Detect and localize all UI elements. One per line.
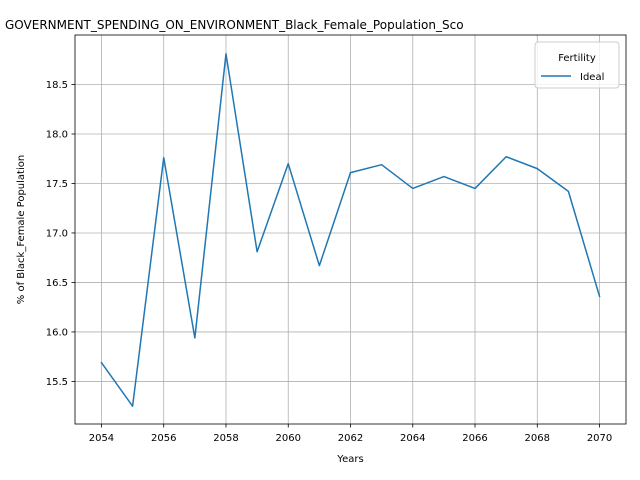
x-tick-label: 2068	[525, 433, 550, 444]
x-tick-label: 2070	[587, 433, 612, 444]
x-tick-label: 2062	[338, 433, 363, 444]
series-layer	[100, 53, 601, 407]
y-axis: 15.5 16.0 16.5 17.0 17.5 18.0 18.5	[46, 80, 75, 388]
y-tick-label: 16.5	[46, 278, 68, 289]
x-tick-label: 2066	[462, 433, 487, 444]
x-axis-label: Years	[336, 454, 363, 465]
x-tick-label: 2058	[213, 433, 238, 444]
y-tick-label: 15.5	[46, 377, 68, 388]
y-tick-label: 18.0	[46, 129, 68, 140]
x-tick-label: 2054	[89, 433, 114, 444]
y-tick-label: 16.0	[46, 327, 68, 338]
series-line-ideal	[100, 53, 601, 407]
legend: Fertility Ideal	[534, 41, 620, 89]
y-axis-label: % of Black_Female Population	[16, 155, 27, 304]
legend-box	[534, 41, 620, 89]
chart-title: GOVERNMENT_SPENDING_ON_ENVIRONMENT_Black…	[5, 18, 464, 32]
legend-title: Fertility	[558, 53, 596, 64]
x-tick-label: 2064	[400, 433, 425, 444]
grid	[75, 35, 626, 424]
legend-label-ideal: Ideal	[580, 72, 604, 83]
y-tick-label: 18.5	[46, 80, 68, 91]
x-tick-label: 2056	[151, 433, 176, 444]
y-tick-label: 17.0	[46, 228, 68, 239]
x-axis: 2054 2056 2058 2060 2062 2064 2066 2068 2070	[89, 424, 612, 444]
x-tick-label: 2060	[276, 433, 301, 444]
y-tick-label: 17.5	[46, 179, 68, 190]
